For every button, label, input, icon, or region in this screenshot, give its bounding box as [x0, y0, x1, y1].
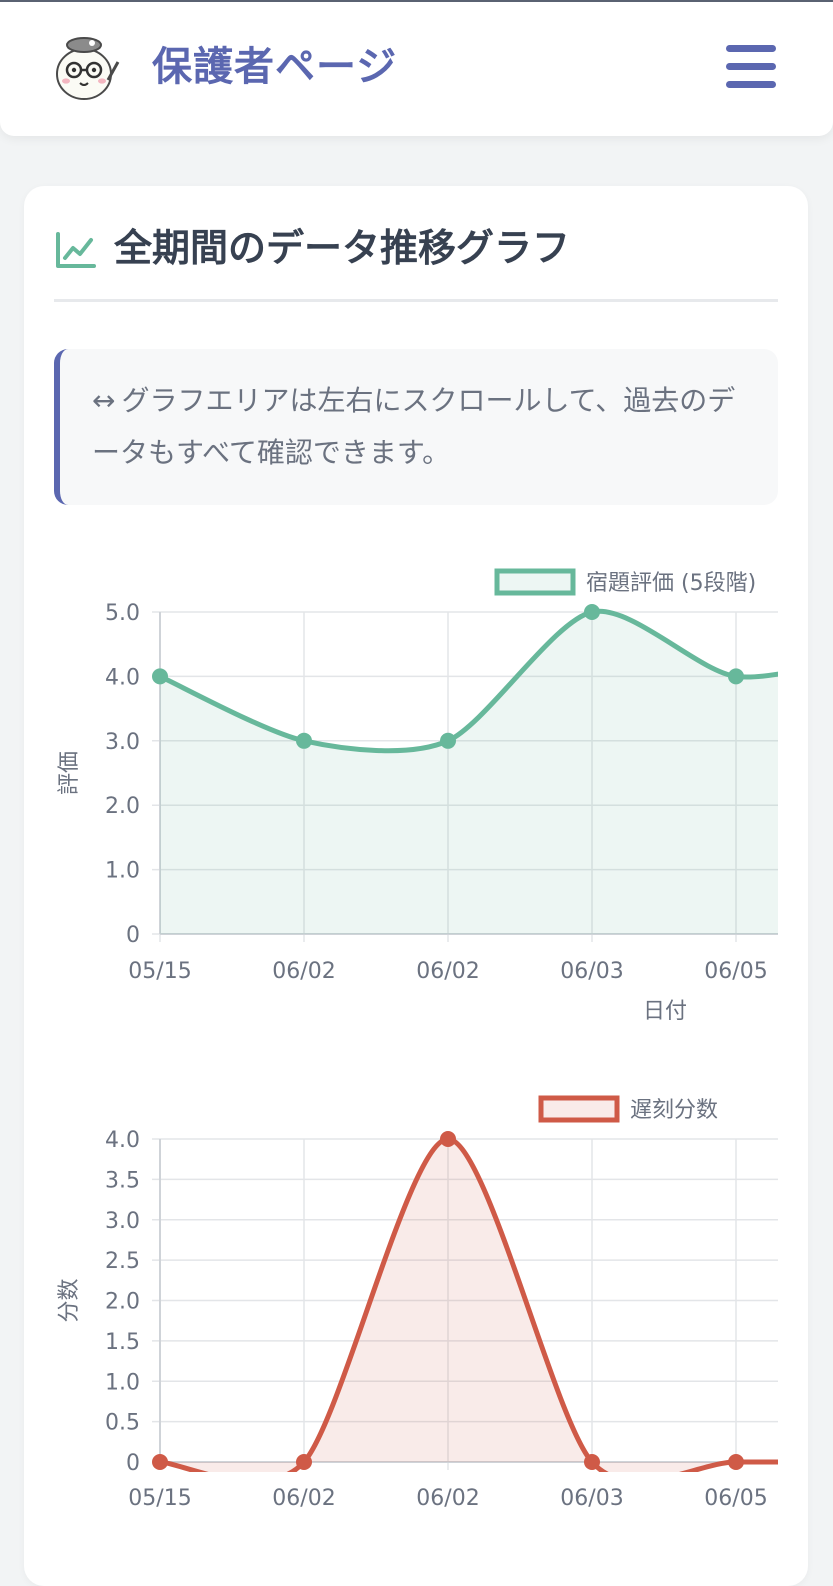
y-tick-label: 4.0 — [105, 1128, 140, 1153]
x-tick-label: 06/02 — [272, 959, 335, 984]
app-header: 保護者ページ — [0, 0, 833, 136]
menu-bar-line — [726, 63, 776, 70]
data-point — [584, 1454, 600, 1470]
y-tick-label: 2.0 — [105, 1290, 140, 1315]
y-tick-label: 3.0 — [105, 1209, 140, 1234]
legend-label: 遅刻分数 — [630, 1098, 718, 1123]
data-point — [440, 732, 456, 749]
scroll-hint-text: ↔ グラフエリアは左右にスクロールして、過去のデータもすべて確認できます。 — [92, 375, 762, 479]
y-tick-label: 3.5 — [105, 1168, 140, 1193]
x-tick-label: 05/15 — [128, 1486, 191, 1511]
y-tick-label: 3.0 — [105, 730, 140, 755]
data-point — [152, 1454, 168, 1470]
x-tick-label: 06/03 — [560, 959, 623, 984]
late-chart[interactable]: 0 0.5 1.0 1.5 2.0 2.5 3.0 3.5 4.0 05/15 06/02 06/02… — [0, 0, 833, 1530]
x-tick-label: 06/02 — [416, 1486, 479, 1511]
menu-bar-line — [726, 81, 776, 88]
horizontal-arrow-icon: ↔ — [92, 384, 116, 417]
y-tick-label: 1.0 — [105, 1370, 140, 1395]
y-tick-label: 4.0 — [105, 665, 140, 690]
y-tick-label: 0 — [126, 1451, 140, 1476]
data-point — [296, 732, 312, 749]
hamburger-menu-button[interactable] — [718, 38, 784, 96]
legend-label: 宿題評価 (5段階) — [586, 571, 756, 596]
x-tick-label: 06/02 — [416, 959, 479, 984]
series-line — [160, 608, 778, 754]
series-area-fill — [160, 611, 778, 934]
data-point — [728, 1454, 744, 1470]
x-tick-label: 05/15 — [128, 959, 191, 984]
data-point — [296, 1454, 312, 1470]
y-tick-label: 1.0 — [105, 859, 140, 884]
y-tick-label: 5.0 — [105, 601, 140, 626]
series-area-fill — [160, 1139, 778, 1472]
x-axis-title: 日付 — [643, 999, 687, 1024]
y-tick-label: 0 — [126, 923, 140, 948]
y-tick-label: 2.5 — [105, 1249, 140, 1274]
card-title: 全期間のデータ推移グラフ — [114, 226, 571, 270]
legend-swatch — [538, 1095, 620, 1123]
mascot-avatar-icon[interactable] — [46, 30, 122, 106]
scroll-hint-box: ↔ グラフエリアは左右にスクロールして、過去のデータもすべて確認できます。 — [54, 349, 778, 505]
data-point — [440, 1131, 456, 1147]
menu-bar-line — [726, 45, 776, 52]
header-top-border — [0, 0, 833, 2]
x-tick-label: 06/05 — [704, 959, 767, 984]
legend-swatch — [494, 568, 576, 596]
x-tick-label: 06/03 — [560, 1486, 623, 1511]
line-chart-icon — [56, 232, 96, 268]
homework-chart[interactable]: 0 1.0 2.0 3.0 4.0 5.0 05/15 06/02 06/02 06/03 06/0… — [0, 0, 833, 1040]
title-divider — [54, 299, 778, 302]
y-tick-label: 2.0 — [105, 794, 140, 819]
page-title: 保護者ページ — [152, 44, 398, 90]
scroll-hint-message: グラフエリアは左右にスクロールして、過去のデータもすべて確認できます。 — [92, 384, 736, 469]
data-point — [584, 604, 600, 620]
y-axis-title: 分数 — [57, 1278, 82, 1322]
x-tick-label: 06/05 — [704, 1486, 767, 1511]
y-tick-label: 0.5 — [105, 1411, 140, 1436]
x-tick-label: 06/02 — [272, 1486, 335, 1511]
y-axis-title: 評価 — [57, 751, 82, 795]
data-point — [152, 668, 168, 685]
graph-card: 全期間のデータ推移グラフ ↔ グラフエリアは左右にスクロールして、過去のデータもす… — [24, 186, 808, 1586]
y-tick-label: 1.5 — [105, 1330, 140, 1355]
data-point — [728, 668, 744, 685]
